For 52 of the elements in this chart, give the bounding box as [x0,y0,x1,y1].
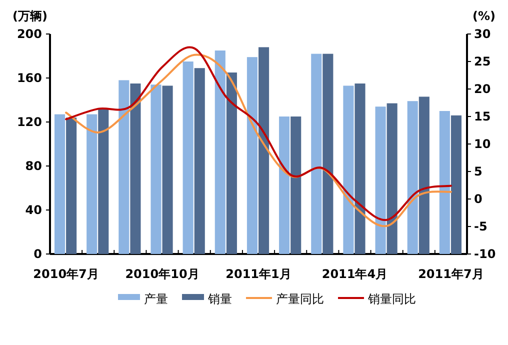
bar [343,86,354,254]
bar [226,72,237,254]
x-tick-label: 2011年4月 [322,267,388,281]
y2-tick-label: 30 [474,27,491,41]
bar [54,114,66,254]
x-tick-label: 2010年7月 [33,267,99,281]
bar [311,54,322,254]
legend-label: 产量 [144,292,168,306]
bar [375,106,386,254]
y2-tick-label: 15 [474,110,491,124]
bar [86,114,98,254]
bar [418,96,430,254]
y-tick-label: 120 [16,115,42,129]
y2-tick-label: 0 [474,192,482,206]
x-tick-label: 2010年10月 [125,267,200,281]
bar [407,101,418,254]
y-tick-label: 80 [25,159,42,173]
legend-label: 销量 [207,292,232,306]
legend-label: 销量同比 [367,292,416,306]
y2-tick-label: -10 [474,247,496,261]
bar [182,62,194,254]
bar [162,86,173,254]
bar [98,108,109,254]
bar [150,84,162,254]
x-tick-label: 2011年1月 [226,267,292,281]
bar [354,84,366,254]
bar [118,80,130,254]
y-axis-title: (万辆) [12,9,48,23]
bar [279,116,290,254]
y2-tick-label: -5 [474,220,488,234]
bar [246,57,258,254]
bar [194,68,205,254]
bar [450,115,462,254]
bar [130,84,141,254]
bar [439,111,450,254]
bar [290,116,302,254]
legend-label: 产量同比 [276,292,324,306]
y2-tick-label: 25 [474,54,491,68]
x-tick-label: 2011年7月 [418,267,484,281]
y-tick-label: 0 [34,247,42,261]
bar [258,47,270,254]
bar [386,103,398,254]
y-tick-label: 40 [25,203,42,217]
y-tick-label: 200 [16,27,42,41]
bar [214,50,226,254]
y2-tick-label: 5 [474,164,482,178]
y2-tick-label: 10 [474,137,491,151]
y2-axis-title: (%) [472,9,496,23]
bar [66,118,77,254]
y-tick-label: 160 [16,71,42,85]
y2-tick-label: 20 [474,82,491,96]
bar [322,54,334,254]
